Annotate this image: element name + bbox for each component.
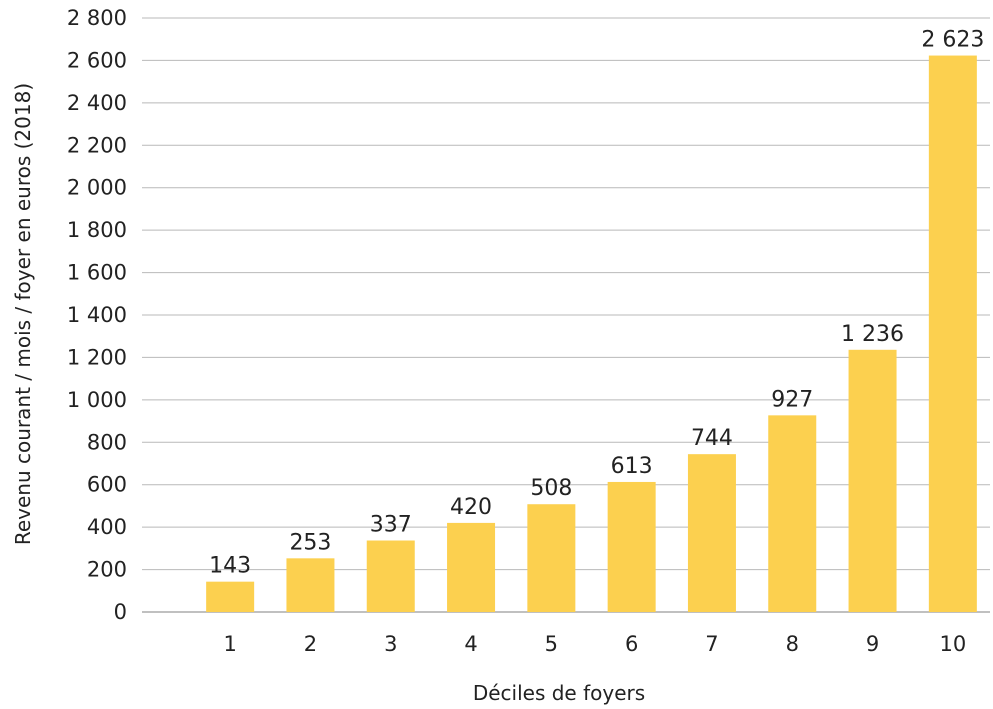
gridlines: [142, 17, 990, 613]
bar-3: [366, 540, 415, 612]
y-tick-label: 2 000: [67, 176, 127, 200]
y-tick-label: 800: [87, 430, 127, 454]
x-tick-label: 4: [464, 632, 477, 656]
y-tick-label: 2 400: [67, 91, 127, 115]
bar-10: [928, 55, 977, 612]
bar-7: [687, 454, 736, 612]
y-tick-label: 0: [114, 600, 127, 624]
data-label: 2 623: [921, 28, 984, 53]
data-label: 613: [611, 454, 653, 479]
x-tick-label: 3: [384, 632, 397, 656]
x-tick-label: 6: [625, 632, 638, 656]
data-label: 744: [691, 426, 733, 451]
data-label: 420: [450, 495, 492, 520]
x-tick-labels: 1 2 3 4 5 6 7 8 9 10: [223, 632, 966, 656]
y-tick-label: 600: [87, 473, 127, 497]
y-tick-label: 1 000: [67, 388, 127, 412]
x-tick-label: 2: [304, 632, 317, 656]
bar-6: [607, 481, 656, 612]
x-tick-label: 9: [866, 632, 879, 656]
y-tick-label: 1 400: [67, 303, 127, 327]
data-label: 253: [289, 530, 331, 555]
y-tick-label: 2 600: [67, 48, 127, 72]
y-tick-label: 1 800: [67, 218, 127, 242]
y-tick-label: 400: [87, 515, 127, 539]
data-label: 337: [370, 513, 412, 538]
bars: [206, 55, 977, 612]
bar-1: [206, 581, 255, 612]
x-axis-title: Déciles de foyers: [473, 681, 645, 705]
x-tick-label: 10: [939, 632, 966, 656]
y-tick-label: 200: [87, 558, 127, 582]
bar-8: [768, 415, 817, 612]
y-tick-label: 1 600: [67, 261, 127, 285]
bar-2: [286, 558, 335, 612]
data-labels: 143 253 337 420 508 613 744 927 1 236 2 623: [209, 28, 984, 579]
data-label: 508: [530, 476, 572, 501]
y-tick-label: 2 800: [67, 6, 127, 30]
bar-4: [447, 522, 496, 612]
x-tick-label: 1: [223, 632, 236, 656]
data-label: 1 236: [841, 322, 904, 347]
x-tick-label: 7: [705, 632, 718, 656]
y-tick-label: 1 200: [67, 345, 127, 369]
y-axis-title: Revenu courant / mois / foyer en euros (…: [11, 83, 35, 545]
x-tick-label: 8: [786, 632, 799, 656]
bar-9: [848, 349, 897, 612]
y-tick-label: 2 200: [67, 133, 127, 157]
bar-5: [527, 504, 576, 612]
y-tick-labels: 0 200 400 600 800 1 000 1 200 1 400 1 600 1 800 2 …: [67, 6, 127, 624]
data-label: 927: [771, 387, 813, 412]
x-tick-label: 5: [545, 632, 558, 656]
data-label: 143: [209, 554, 251, 579]
